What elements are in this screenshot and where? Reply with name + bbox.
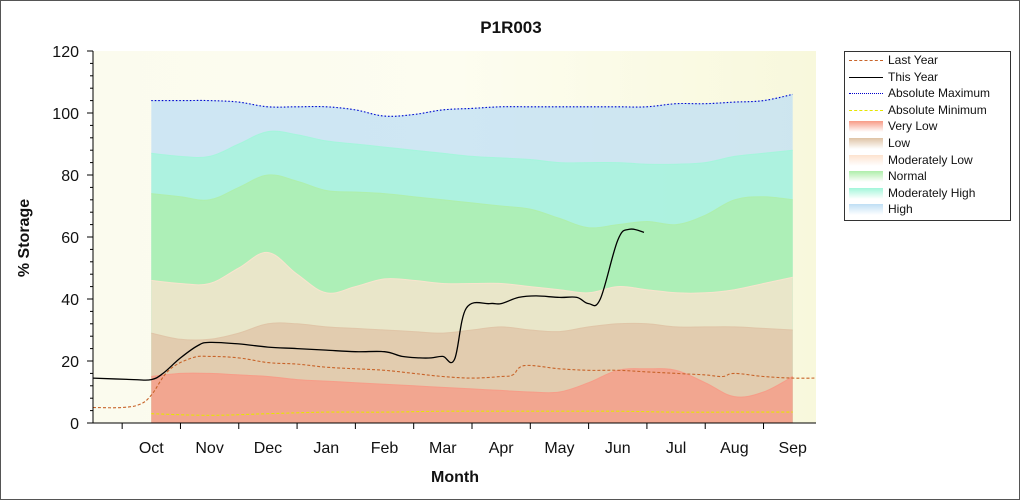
y-tick-label: 100 (52, 106, 79, 123)
band-areas (151, 93, 793, 424)
y-tick-label: 60 (61, 230, 79, 247)
series-line-absolute-minimum (151, 410, 793, 416)
x-tick-label-feb: Feb (371, 440, 399, 457)
legend-label: Absolute Maximum (888, 86, 991, 101)
legend-swatch (849, 138, 883, 149)
chart-legend: Last Year This Year Absolute Maximum Absolu… (844, 51, 1011, 221)
legend-label: Moderately Low (888, 152, 973, 167)
legend-label: Moderately High (888, 185, 976, 200)
y-tick-label: 40 (61, 292, 79, 309)
legend-swatch (849, 204, 883, 216)
legend-swatch (849, 121, 883, 133)
x-tick-label-may: May (544, 440, 574, 457)
x-tick-label-jan: Jan (313, 440, 339, 457)
legend-label: Normal (888, 169, 927, 184)
band-edge-very-low (151, 368, 793, 398)
x-tick-label-oct: Oct (139, 440, 164, 457)
legend-swatch (849, 60, 883, 61)
legend-swatch (849, 171, 883, 183)
legend-label: Very Low (888, 119, 938, 134)
axes: 0 20 40 60 80 100 120 Oct Nov Dec Jan Feb Mar Apr May J… (52, 44, 816, 457)
series-line-this-year (92, 228, 645, 381)
legend-item-low: Low (845, 136, 1010, 152)
series-line-last-year (92, 355, 817, 409)
legend-swatch (849, 154, 883, 166)
x-tick-label-sep: Sep (778, 440, 807, 457)
y-axis-label: % Storage (16, 199, 33, 277)
x-tick-label-aug: Aug (720, 440, 748, 457)
legend-item-high: High (845, 202, 1010, 218)
legend-item-normal: Normal (845, 169, 1010, 185)
band-edge-low (151, 322, 793, 341)
series-lines (92, 93, 817, 416)
legend-item-absolute-minimum: Absolute Minimum (845, 103, 1010, 119)
legend-swatch (849, 187, 883, 199)
x-tick-label-mar: Mar (429, 440, 457, 457)
x-axis-label: Month (431, 469, 479, 486)
x-tick-label-jun: Jun (605, 440, 631, 457)
legend-label: Last Year (888, 53, 939, 67)
y-tick-label: 20 (61, 354, 79, 371)
y-tick-label: 0 (70, 416, 79, 433)
legend-label: High (888, 202, 913, 217)
chart-title: P1R003 (480, 18, 541, 37)
legend-label: Low (888, 136, 911, 150)
legend-label: This Year (888, 69, 939, 84)
legend-item-moderately-low: Moderately Low (845, 153, 1010, 169)
x-tick-label-nov: Nov (195, 440, 223, 457)
legend-item-moderately-high: Moderately High (845, 186, 1010, 202)
y-tick-label: 80 (61, 168, 79, 185)
legend-item-last-year: Last Year (845, 53, 1010, 69)
legend-item-absolute-maximum: Absolute Maximum (845, 86, 1010, 102)
band-very-low (151, 368, 793, 423)
legend-item-very-low: Very Low (845, 119, 1010, 135)
x-tick-label-jul: Jul (666, 440, 686, 457)
legend-swatch (849, 93, 883, 95)
legend-item-this-year: This Year (845, 70, 1010, 86)
x-tick-label-dec: Dec (254, 440, 282, 457)
band-edge-moderately-low (151, 251, 793, 294)
legend-label: Absolute Minimum (888, 102, 987, 117)
x-tick-label-apr: Apr (489, 440, 515, 457)
band-edge-moderately-high (151, 130, 793, 165)
y-tick-label: 120 (52, 44, 79, 61)
legend-swatch (849, 109, 883, 111)
band-edge-normal (151, 174, 793, 229)
series-line-absolute-maximum (151, 93, 793, 117)
legend-swatch (849, 76, 883, 78)
